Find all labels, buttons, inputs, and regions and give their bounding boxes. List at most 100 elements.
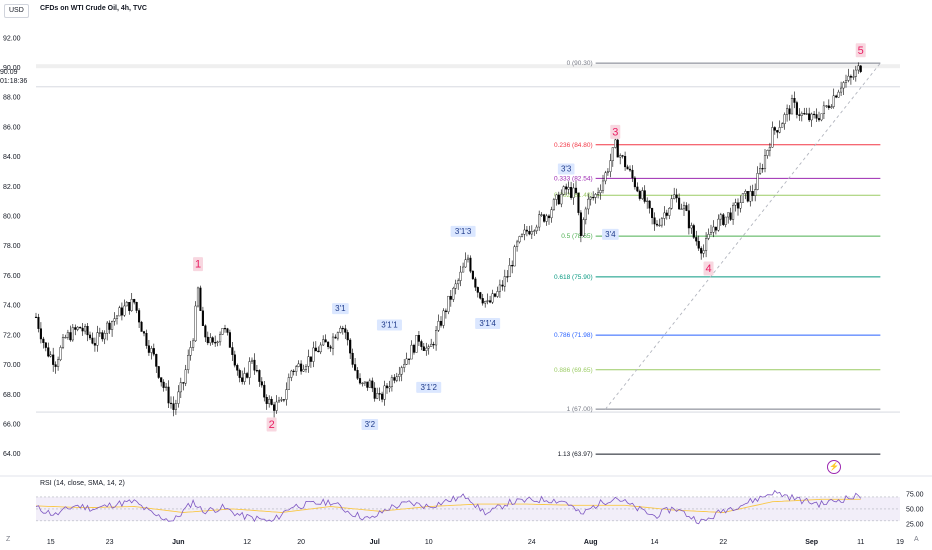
candle-body: [771, 127, 774, 148]
wave-label: 3'1: [335, 304, 346, 313]
candle-body: [849, 75, 852, 78]
candle-body: [609, 160, 612, 172]
candle-body: [516, 241, 519, 247]
currency-button[interactable]: USD: [4, 4, 29, 18]
candle-body: [820, 113, 823, 121]
candle-body: [255, 370, 258, 372]
candle-body: [511, 265, 514, 267]
candle-body: [572, 187, 575, 198]
y-tick-label: 80.00: [3, 214, 21, 221]
candle-body: [506, 276, 509, 278]
candle-body: [690, 225, 693, 229]
candle-body: [233, 354, 236, 366]
candle-body: [582, 219, 585, 236]
candle-body: [530, 231, 533, 235]
candle-body: [93, 343, 96, 346]
wave-label-bg: [416, 381, 442, 393]
candle-body: [847, 75, 850, 81]
candle-body: [626, 166, 629, 170]
symbol-title[interactable]: CFDs on WTI Crude Oil, 4h, TVC: [40, 5, 147, 12]
candle-body: [592, 196, 595, 199]
candle-body: [773, 127, 776, 131]
candle-body: [739, 202, 742, 209]
candle-body: [408, 358, 411, 360]
fib-level-label: 0 (90.30): [567, 60, 593, 67]
candle-body: [724, 216, 727, 225]
candle-body: [88, 334, 92, 339]
candle-body: [314, 347, 317, 352]
candle-body: [432, 343, 435, 346]
zoom-button[interactable]: Z: [6, 536, 11, 543]
rsi-indicator-title[interactable]: RSI (14, close, SMA, 14, 2): [40, 480, 125, 487]
auto-scale-button[interactable]: A: [914, 536, 919, 543]
candle-body: [800, 113, 803, 116]
wave-label: 3'1'2: [421, 383, 438, 392]
x-tick-label: 23: [106, 539, 114, 546]
candle-body: [344, 328, 347, 333]
candle-body: [680, 208, 683, 210]
candle-body: [37, 316, 40, 329]
candle-body: [660, 218, 663, 226]
candle-body: [628, 168, 632, 171]
candle-body: [64, 336, 67, 339]
candle-body: [437, 320, 440, 331]
candle-body: [292, 370, 295, 372]
candle-body: [287, 377, 290, 390]
candle-body: [714, 226, 717, 231]
y-tick-label: 88.00: [3, 95, 21, 102]
wave-label: 5: [858, 45, 864, 57]
candle-body: [196, 287, 200, 307]
candle-body: [106, 322, 109, 334]
candle-body: [547, 215, 551, 219]
candle-body: [219, 334, 222, 343]
candle-body: [520, 234, 524, 237]
candle-body: [616, 139, 619, 158]
candle-body: [503, 276, 506, 287]
candle-body: [108, 322, 111, 330]
candle-body: [282, 399, 285, 401]
current-price-band: [36, 64, 900, 69]
candle-body: [297, 363, 300, 367]
candle-body: [84, 326, 87, 332]
x-tick-label: 22: [719, 539, 727, 546]
y-tick-label: 90.00: [3, 65, 21, 72]
candle-body: [707, 234, 710, 239]
candle-body: [754, 189, 757, 196]
candle-body: [685, 205, 688, 211]
candle-body: [162, 381, 165, 388]
candle-body: [319, 344, 322, 353]
candle-body: [275, 401, 278, 411]
candle-body: [120, 307, 123, 316]
candle-body: [358, 378, 362, 384]
candle-body: [496, 291, 499, 297]
candle-body: [577, 192, 580, 213]
candle-body: [795, 102, 798, 115]
candle-body: [435, 330, 438, 346]
candle-body: [280, 399, 283, 401]
candle-body: [57, 359, 60, 367]
candle-body: [336, 332, 339, 339]
candle-body: [427, 346, 430, 349]
candle-body: [489, 300, 492, 303]
candle-body: [557, 194, 560, 205]
candle-body: [832, 95, 835, 107]
fib-level-label: 1 (67.00): [567, 406, 593, 413]
wave-label-bg: [193, 257, 203, 272]
candle-body: [425, 347, 428, 351]
candle-body: [651, 208, 654, 218]
candle-body: [653, 217, 656, 225]
candle-body: [135, 302, 138, 311]
candle-body: [194, 305, 197, 342]
candle-body: [459, 271, 462, 281]
candle-body: [589, 196, 592, 200]
candle-body: [474, 278, 477, 288]
candle-body: [172, 403, 175, 410]
candle-body: [670, 198, 673, 209]
candle-body: [361, 382, 364, 385]
fib-level-label: 0.786 (71.98): [554, 332, 593, 339]
candle-body: [273, 404, 276, 411]
lightning-icon[interactable]: ⚡: [827, 460, 841, 474]
candle-body: [732, 204, 735, 220]
candle-body: [223, 328, 227, 330]
